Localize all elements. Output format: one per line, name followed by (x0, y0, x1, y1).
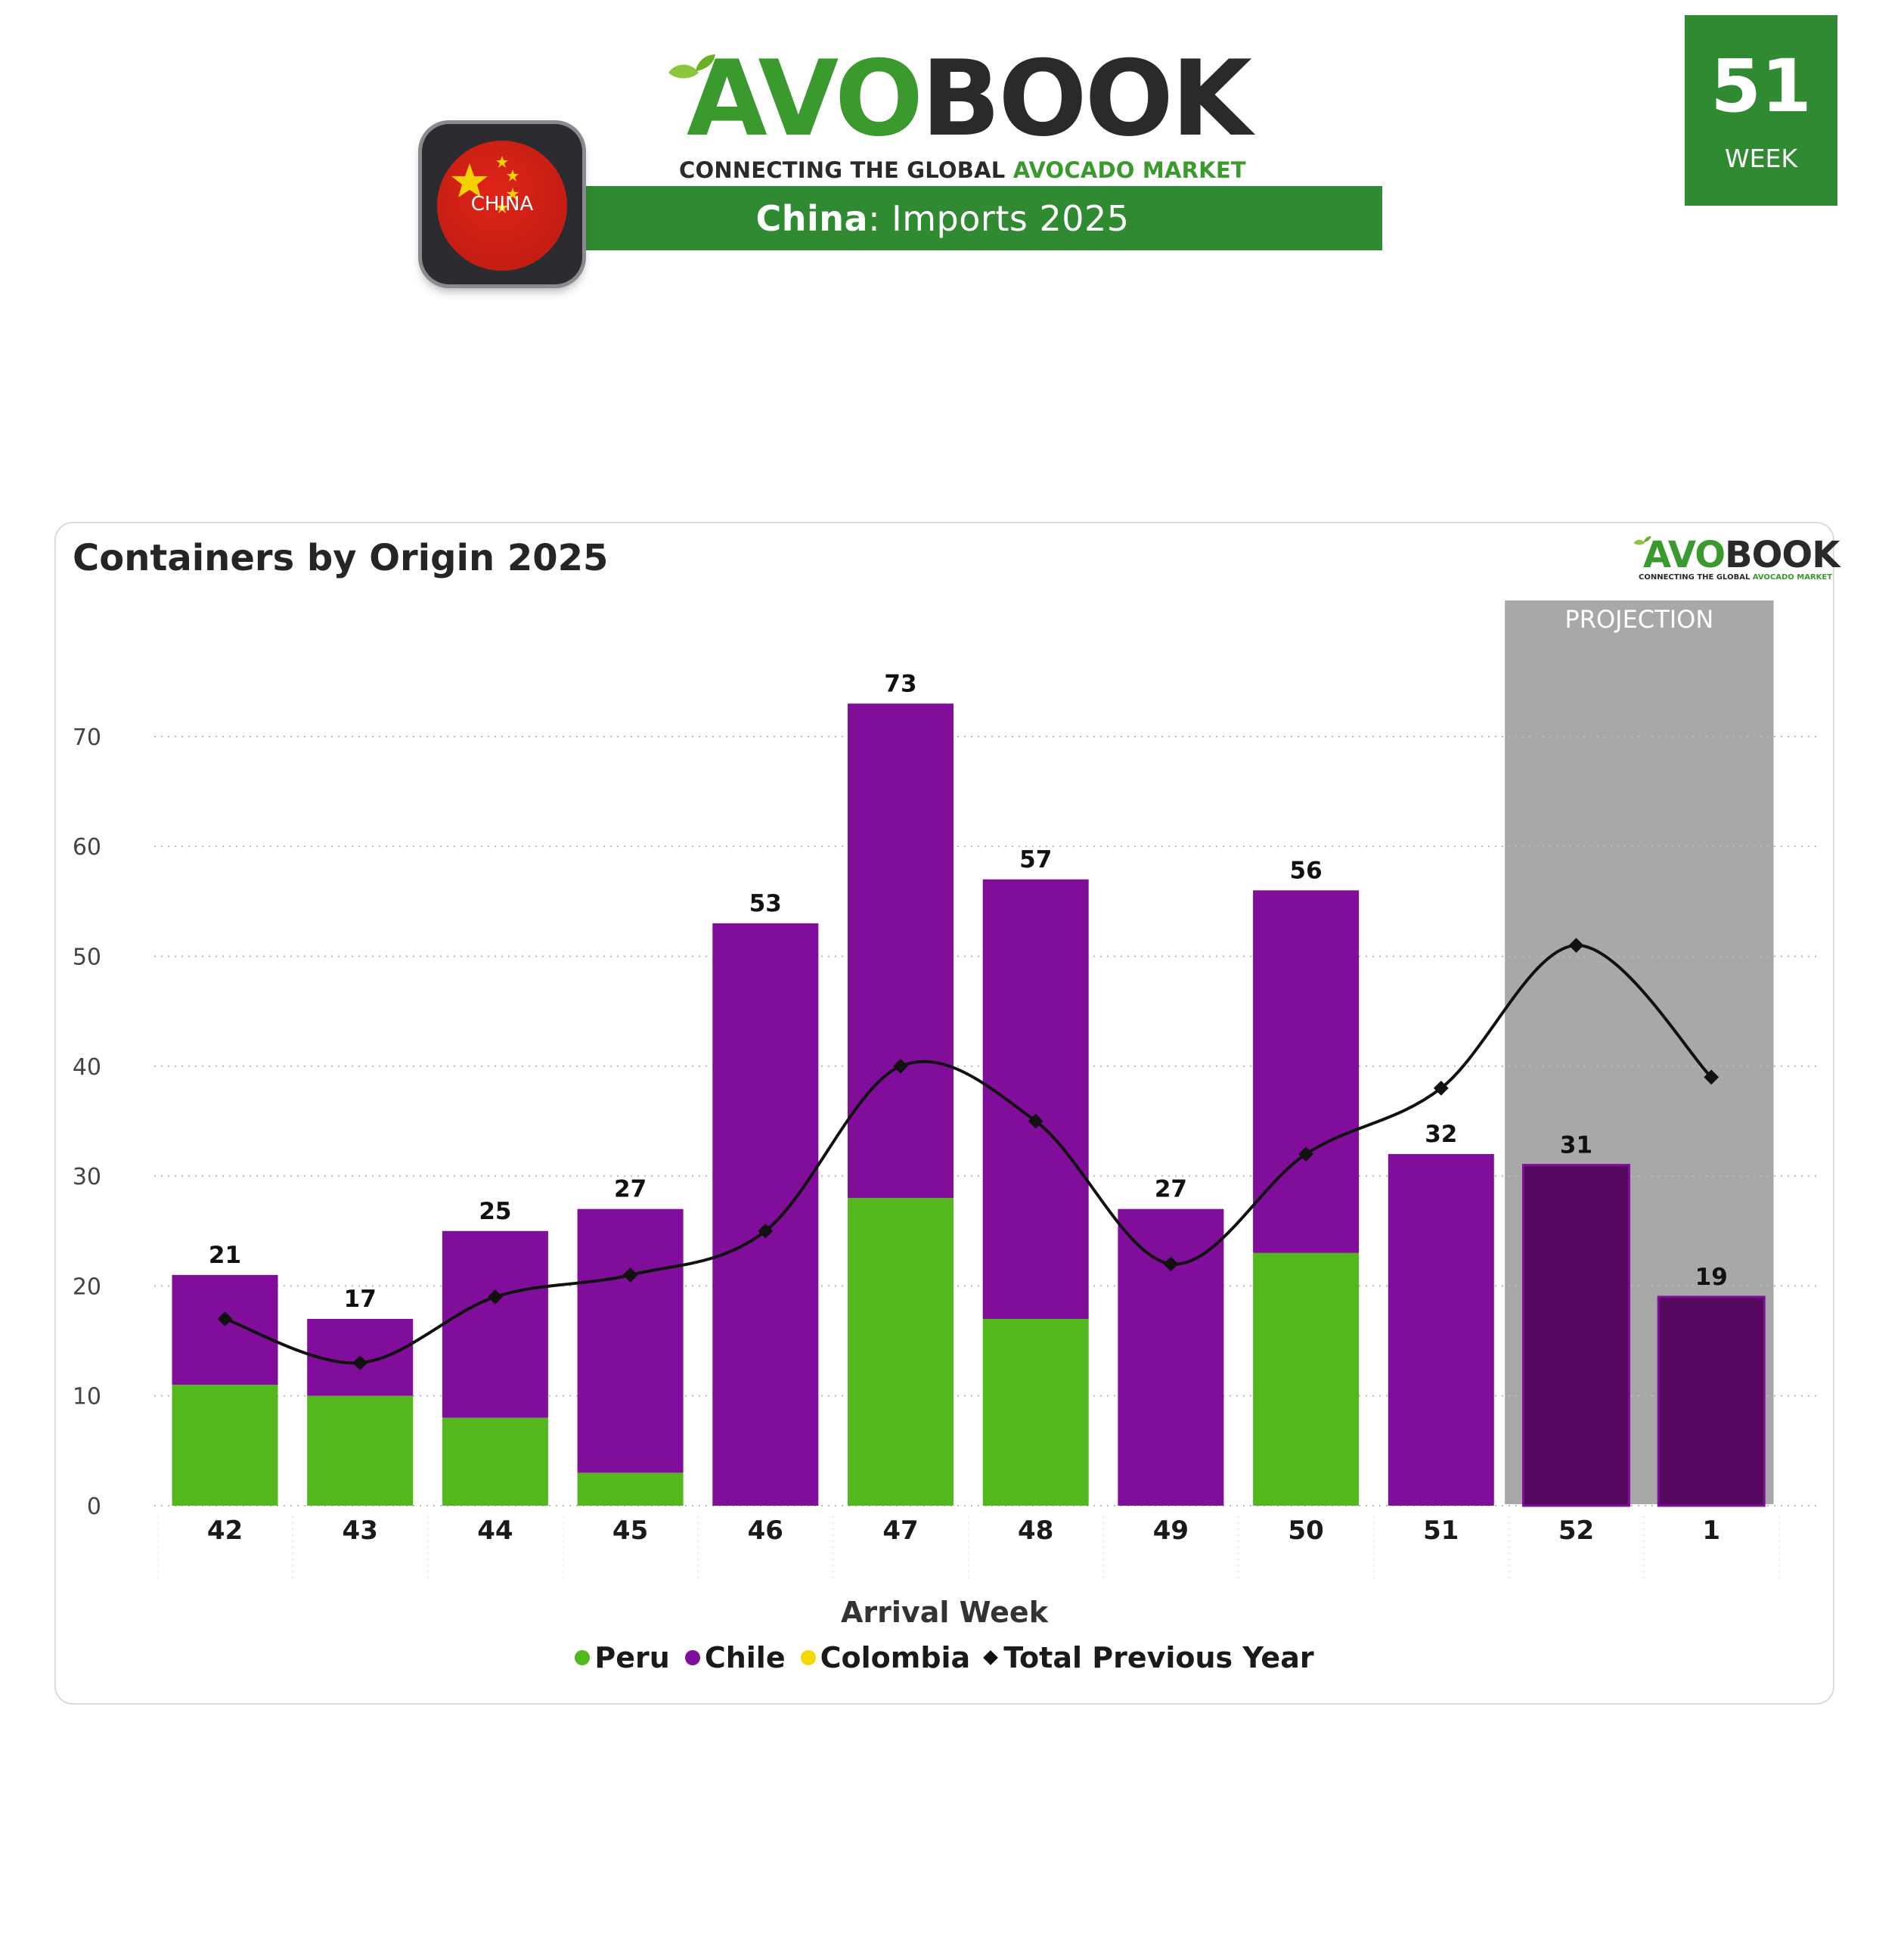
legend-item-previous-year[interactable]: Total Previous Year (983, 1641, 1314, 1674)
data-label-total: 73 (884, 670, 916, 697)
y-tick-label: 10 (73, 1384, 101, 1410)
x-tick-label: 44 (477, 1516, 513, 1546)
bar-peru (307, 1395, 414, 1506)
bar-chile (172, 1274, 278, 1385)
chart-card: Containers by Origin 2025 AVOBOOK CONNEC… (54, 522, 1840, 1705)
y-tick-label: 40 (73, 1054, 101, 1081)
legend-swatch-previous-year (983, 1650, 999, 1665)
logo-tagline: CONNECTING THE GLOBAL AVOCADO MARKET (679, 157, 1246, 183)
x-tick-label: 45 (612, 1516, 648, 1546)
x-tick-label: 43 (343, 1516, 378, 1546)
page-title: China: Imports 2025 (503, 186, 1382, 250)
x-tick-label: 51 (1423, 1516, 1459, 1546)
x-tick-label: 46 (748, 1516, 783, 1546)
marker-previous-year (352, 1355, 368, 1371)
week-number: 51 (1710, 44, 1812, 129)
containers-chart: PROJECTION 0 10 20 30 40 50 60 70 21 42 17 43 25 44 27 4… (73, 600, 1818, 1582)
bar-peru (848, 1198, 954, 1506)
data-label-total: 27 (614, 1176, 647, 1203)
bar-chile (1657, 1295, 1766, 1507)
data-label-total: 25 (479, 1198, 511, 1225)
data-label-total: 19 (1695, 1264, 1728, 1291)
bar-peru (172, 1385, 278, 1506)
china-flag-icon (437, 141, 567, 271)
x-tick-label: 42 (207, 1516, 243, 1546)
legend-swatch-peru (575, 1650, 591, 1665)
marker-previous-year (1568, 938, 1584, 953)
chart-legend: Peru Chile Colombia Total Previous Year (56, 1641, 1833, 1674)
x-tick-label: 49 (1153, 1516, 1189, 1546)
y-tick-label: 0 (87, 1494, 101, 1520)
data-label-total: 53 (749, 890, 782, 917)
marker-previous-year (217, 1311, 233, 1326)
bar-chile (848, 703, 954, 1199)
chart-title: Containers by Origin 2025 (73, 537, 609, 579)
bar-chile (1118, 1208, 1224, 1506)
marker-previous-year (1163, 1256, 1179, 1272)
x-tick-label: 48 (1018, 1516, 1053, 1546)
marker-previous-year (622, 1267, 638, 1283)
bar-chile (442, 1230, 548, 1418)
data-label-total: 21 (209, 1242, 241, 1269)
bar-chile (982, 879, 1089, 1319)
y-tick-label: 50 (73, 945, 101, 971)
x-tick-label: 47 (882, 1516, 918, 1546)
marker-previous-year (1433, 1080, 1449, 1096)
marker-previous-year (893, 1058, 908, 1074)
bar-peru (442, 1417, 548, 1506)
bar-chile (577, 1208, 684, 1473)
legend-swatch-colombia (800, 1650, 816, 1665)
data-label-total: 27 (1155, 1176, 1187, 1203)
data-label-total: 56 (1290, 857, 1323, 884)
y-tick-label: 20 (73, 1274, 101, 1300)
y-tick-label: 30 (73, 1164, 101, 1190)
bar-chile (1253, 890, 1360, 1253)
marker-previous-year (1028, 1113, 1043, 1129)
bar-chile (1388, 1154, 1494, 1506)
china-flag-badge: CHINA (422, 124, 582, 284)
marker-previous-year (1704, 1069, 1719, 1085)
legend-swatch-chile (684, 1650, 700, 1665)
bar-peru (982, 1318, 1089, 1506)
legend-item-colombia[interactable]: Colombia (800, 1641, 970, 1674)
marker-previous-year (758, 1223, 774, 1239)
marker-previous-year (1298, 1146, 1313, 1162)
y-tick-label: 60 (73, 834, 101, 861)
avobook-logo: AVOBOOK CONNECTING THE GLOBAL AVOCADO MA… (665, 47, 1252, 191)
bar-chile (712, 923, 819, 1506)
data-label-total: 57 (1019, 846, 1052, 873)
mini-leaf-icon (1633, 535, 1651, 545)
bar-peru (577, 1472, 684, 1506)
x-tick-label: 50 (1288, 1516, 1323, 1546)
x-tick-label: 52 (1558, 1516, 1594, 1546)
logo-wordmark: AVOBOOK (687, 38, 1252, 160)
legend-item-chile[interactable]: Chile (684, 1641, 786, 1674)
x-axis-title: Arrival Week (841, 1596, 1048, 1629)
data-label-total: 31 (1560, 1132, 1592, 1159)
projection-label: PROJECTION (1564, 605, 1713, 634)
week-label: WEEK (1725, 144, 1797, 173)
avobook-mini-logo: AVOBOOK CONNECTING THE GLOBAL AVOCADO MA… (1633, 535, 1840, 590)
x-tick-label: 1 (1702, 1516, 1720, 1546)
bar-chile (1522, 1164, 1630, 1507)
flag-label: CHINA (470, 193, 534, 216)
bar-peru (1253, 1252, 1360, 1506)
data-label-total: 32 (1425, 1121, 1457, 1148)
data-label-total: 17 (344, 1286, 377, 1313)
leaf-icon (668, 54, 715, 79)
y-tick-label: 70 (73, 724, 101, 751)
legend-item-peru[interactable]: Peru (575, 1641, 670, 1674)
week-badge: 51 WEEK (1685, 15, 1837, 206)
